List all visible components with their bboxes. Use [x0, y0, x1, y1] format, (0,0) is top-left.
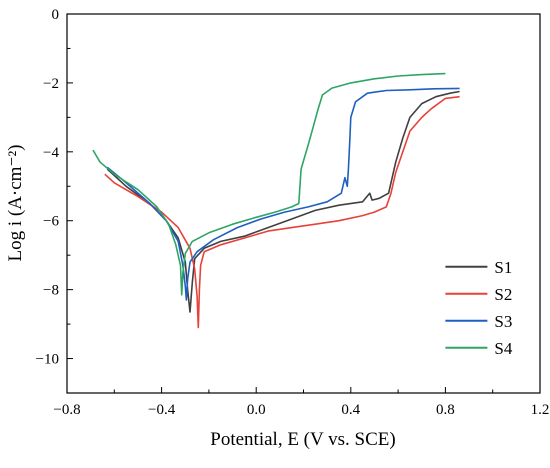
series-lines — [92, 72, 460, 329]
y-tick-label: 0 — [52, 7, 60, 23]
series-line-s1 — [106, 90, 460, 313]
x-tick-label: 0.8 — [436, 402, 455, 418]
y-tick-label: −2 — [43, 76, 59, 92]
legend-label-s4: S4 — [494, 339, 512, 358]
legend-label-s2: S2 — [494, 285, 512, 304]
legend-label-s1: S1 — [494, 258, 512, 277]
y-axis-title: Log i (A·cm⁻²) — [5, 144, 26, 261]
x-tick-label: 0.0 — [247, 402, 266, 418]
series-line-s4 — [92, 72, 446, 296]
x-axis: −0.8 −0.4 0.0 0.4 0.8 1.2 — [53, 387, 549, 418]
x-tick-label: −0.4 — [148, 402, 176, 418]
y-tick-label: −6 — [43, 214, 59, 230]
plot-frame — [66, 13, 541, 394]
legend-label-s3: S3 — [494, 312, 512, 331]
x-tick-label: 0.4 — [341, 402, 360, 418]
y-tick-label: −10 — [36, 352, 59, 368]
y-tick-label: −4 — [43, 145, 59, 161]
y-tick-label: −8 — [43, 283, 59, 299]
y-axis: 0 −2 −4 −6 −8 −10 — [36, 7, 73, 394]
legend: S1 S2 S3 S4 — [445, 258, 513, 358]
x-tick-label: 1.2 — [531, 402, 550, 418]
series-line-s2 — [104, 95, 460, 329]
series-line-s3 — [106, 87, 460, 301]
x-tick-label: −0.8 — [53, 402, 80, 418]
x-axis-title: Potential, E (V vs. SCE) — [210, 429, 395, 450]
